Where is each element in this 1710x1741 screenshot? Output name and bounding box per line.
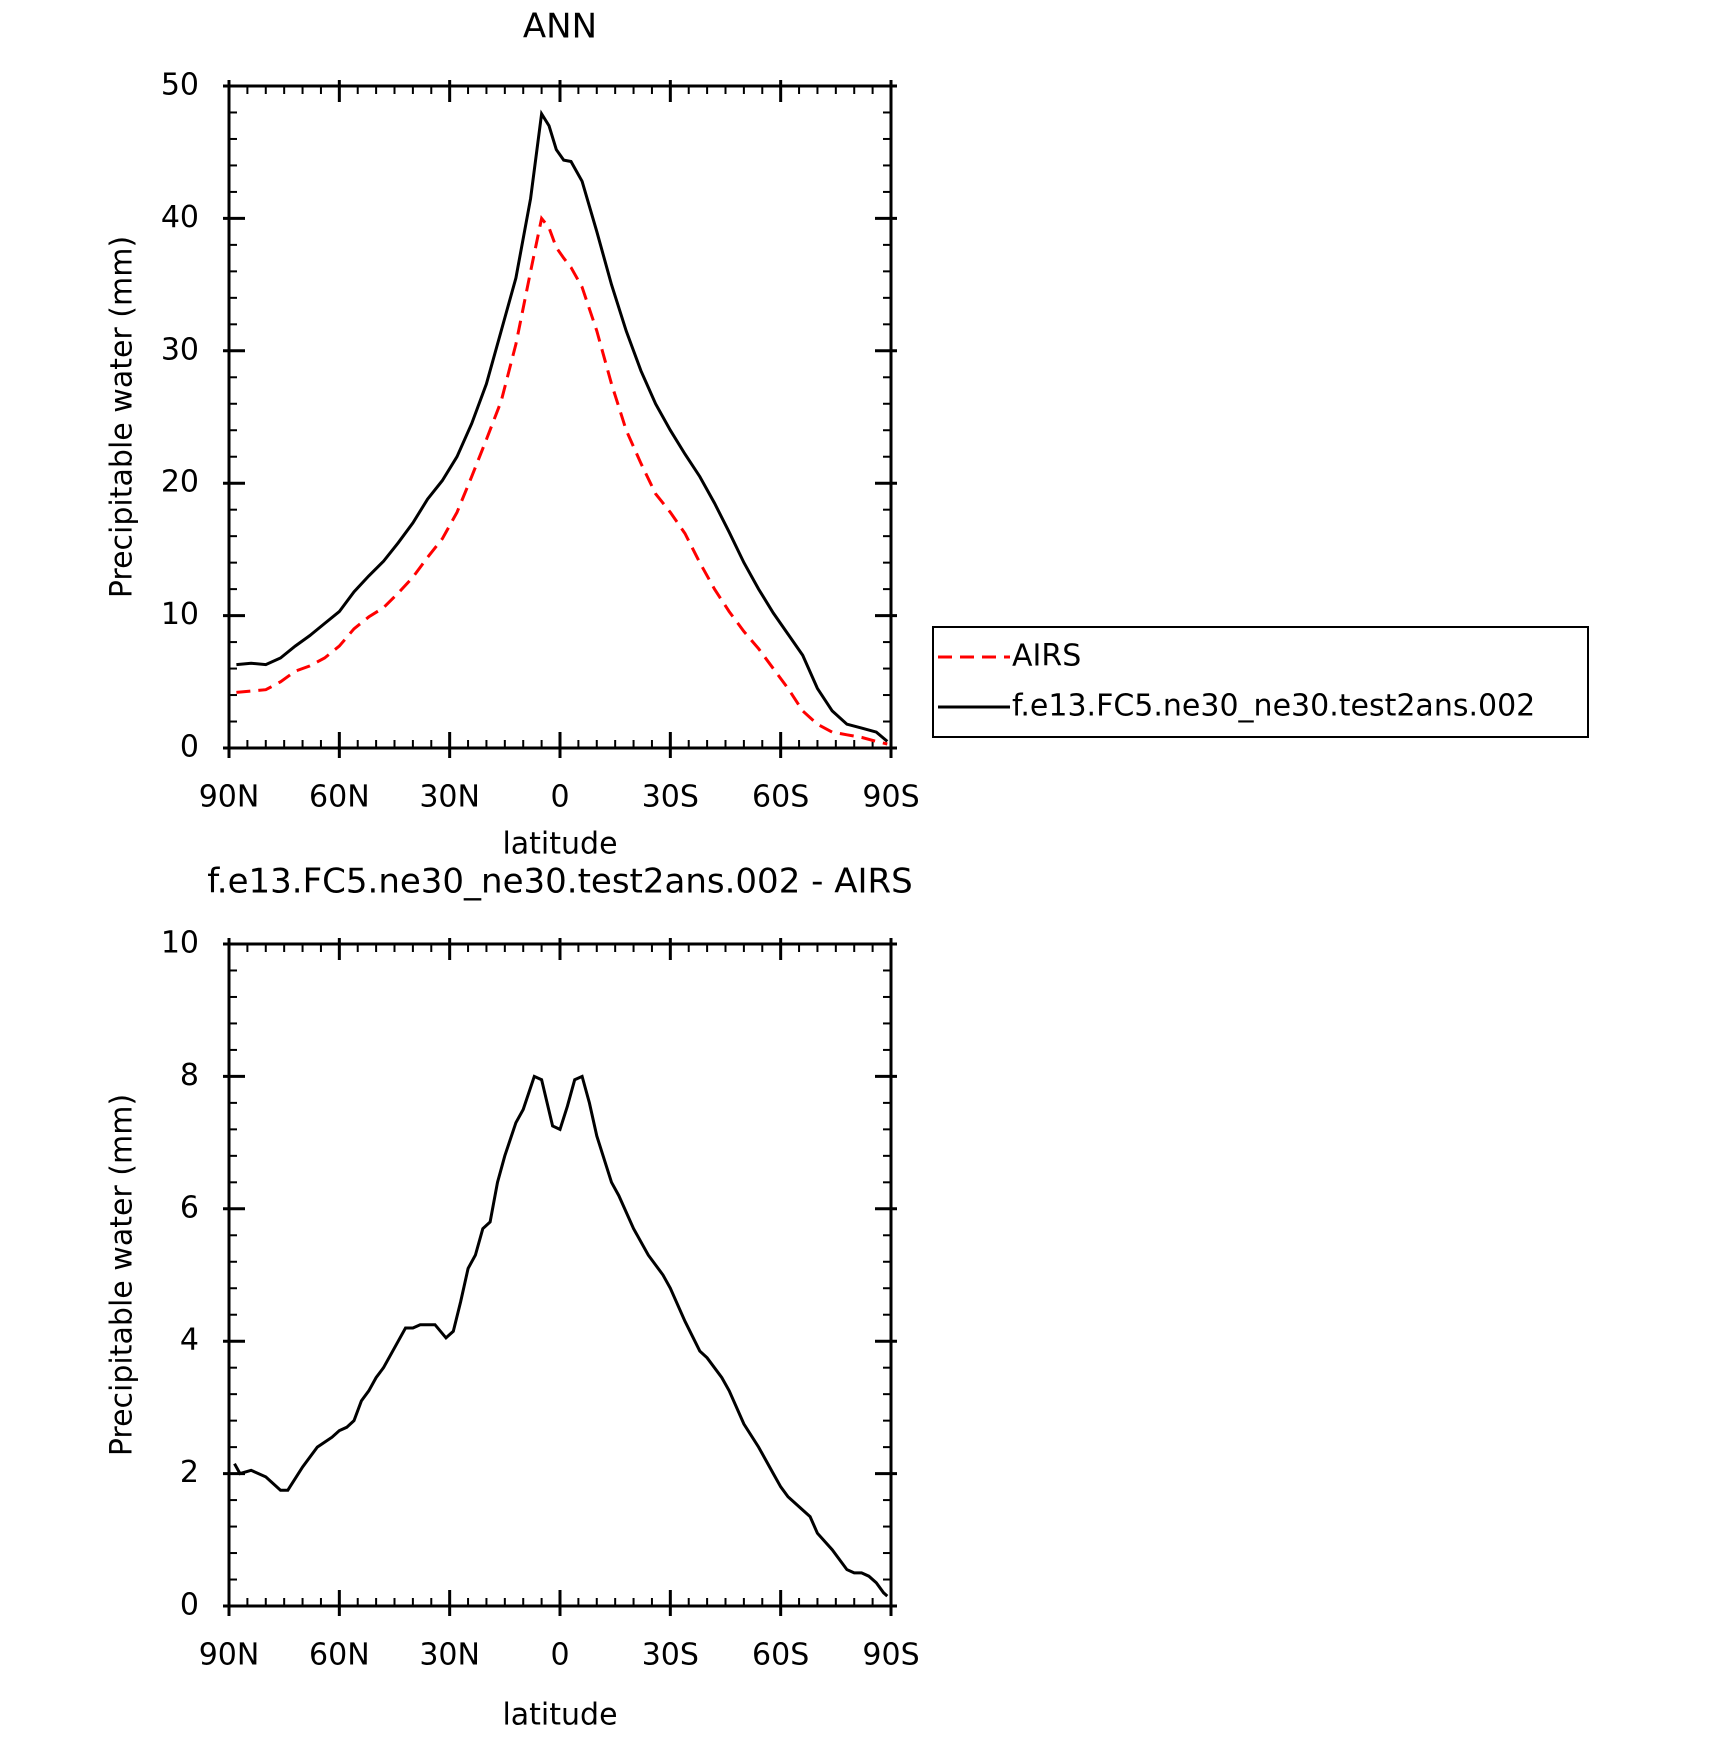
- x-tick-label: 30N: [419, 780, 480, 815]
- y-tick-label: 4: [180, 1323, 199, 1358]
- x-tick-label: 30S: [642, 780, 699, 815]
- x-tick-label: 60N: [309, 1638, 370, 1673]
- x-tick-label: 30N: [419, 1638, 480, 1673]
- x-tick-label: 0: [550, 780, 569, 815]
- x-tick-label: 90N: [199, 1638, 260, 1673]
- x-tick-label: 60S: [752, 1638, 809, 1673]
- legend-label: f.e13.FC5.ne30_ne30.test2ans.002: [1012, 689, 1535, 724]
- x-axis-label: latitude: [502, 827, 617, 862]
- y-tick-label: 10: [161, 926, 199, 961]
- y-tick-label: 50: [161, 68, 199, 103]
- y-tick-label: 40: [161, 200, 199, 235]
- y-axis-label: Precipitable water (mm): [105, 1094, 140, 1456]
- y-tick-label: 0: [180, 730, 199, 765]
- chart-title: f.e13.FC5.ne30_ne30.test2ans.002 - AIRS: [207, 862, 912, 902]
- y-tick-label: 0: [180, 1588, 199, 1623]
- x-tick-label: 60N: [309, 780, 370, 815]
- x-tick-label: 30S: [642, 1638, 699, 1673]
- x-axis-label: latitude: [502, 1698, 617, 1733]
- y-tick-label: 30: [161, 332, 199, 367]
- y-tick-label: 2: [180, 1455, 199, 1490]
- plot-frame: [227, 84, 893, 750]
- data-line: [236, 109, 889, 743]
- x-tick-label: 0: [550, 1638, 569, 1673]
- y-tick-label: 20: [161, 465, 199, 500]
- y-tick-label: 10: [161, 597, 199, 632]
- x-tick-label: 90N: [199, 780, 260, 815]
- y-axis-label: Precipitable water (mm): [105, 236, 140, 598]
- data-line: [233, 1074, 889, 1598]
- data-line: [236, 214, 888, 746]
- y-tick-label: 8: [180, 1058, 199, 1093]
- legend-box: [932, 626, 1589, 738]
- legend-label: AIRS: [1012, 639, 1081, 674]
- x-tick-label: 90S: [862, 1638, 919, 1673]
- plot-frame: [227, 942, 893, 1608]
- chart-title: ANN: [523, 7, 597, 47]
- x-tick-label: 90S: [862, 780, 919, 815]
- x-tick-label: 60S: [752, 780, 809, 815]
- y-tick-label: 6: [180, 1190, 199, 1225]
